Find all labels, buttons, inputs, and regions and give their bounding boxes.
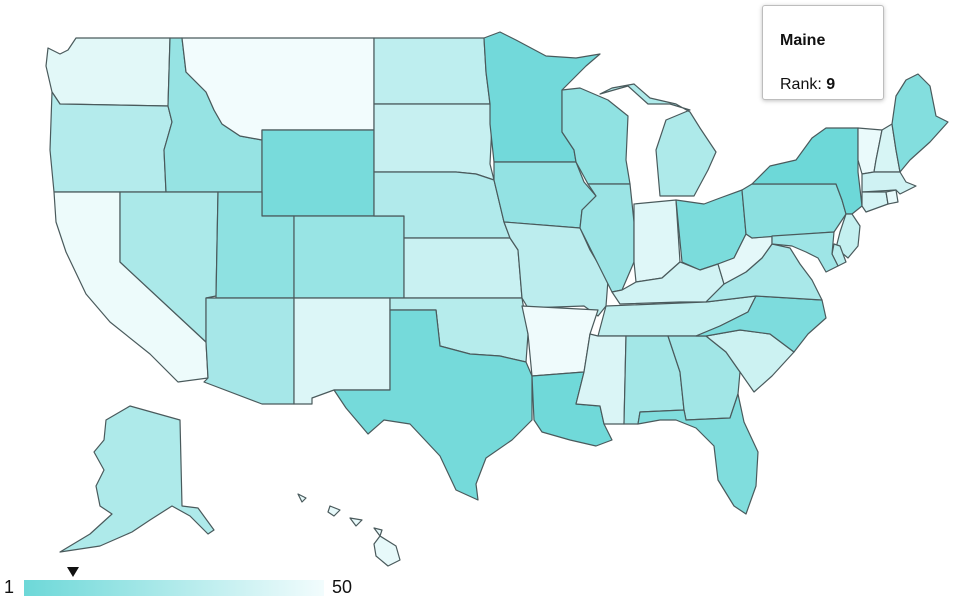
tooltip-rank-value: 9: [826, 76, 836, 93]
state-kentucky[interactable]: [611, 261, 725, 305]
tooltip-rank-label: Rank:: [780, 76, 822, 93]
state-tooltip: Maine Rank: 9: [762, 5, 884, 100]
state-maryland[interactable]: [771, 231, 839, 273]
state-new-mexico[interactable]: [293, 297, 391, 405]
state-hawaii[interactable]: [297, 493, 401, 567]
state-wyoming[interactable]: [261, 129, 375, 217]
state-south-dakota[interactable]: [373, 103, 495, 181]
state-michigan[interactable]: [599, 83, 717, 197]
state-new-york[interactable]: [751, 127, 863, 215]
state-connecticut[interactable]: [861, 191, 889, 213]
states-layer: [45, 31, 949, 567]
legend-max-label: 50: [332, 577, 353, 597]
state-rhode-island[interactable]: [885, 189, 899, 205]
state-maine[interactable]: [891, 73, 949, 173]
tooltip-state-name: Maine: [780, 32, 826, 49]
state-pennsylvania[interactable]: [741, 183, 847, 239]
state-colorado[interactable]: [293, 215, 405, 299]
state-texas[interactable]: [333, 309, 533, 501]
state-massachusetts[interactable]: [861, 171, 917, 195]
legend-color-scale: [24, 580, 324, 596]
state-florida[interactable]: [637, 393, 759, 515]
state-alaska[interactable]: [59, 405, 215, 553]
state-washington[interactable]: [45, 37, 171, 107]
state-illinois[interactable]: [579, 183, 635, 293]
state-arizona[interactable]: [203, 297, 295, 405]
state-new-jersey[interactable]: [835, 213, 861, 259]
legend-marker-icon: [66, 567, 79, 577]
tooltip-rank: Rank: 9: [780, 76, 883, 94]
state-kansas[interactable]: [403, 237, 523, 299]
state-oregon[interactable]: [49, 91, 173, 193]
state-north-dakota[interactable]: [373, 37, 491, 105]
state-north-carolina[interactable]: [695, 295, 827, 353]
legend-min-label: 1: [4, 577, 15, 597]
